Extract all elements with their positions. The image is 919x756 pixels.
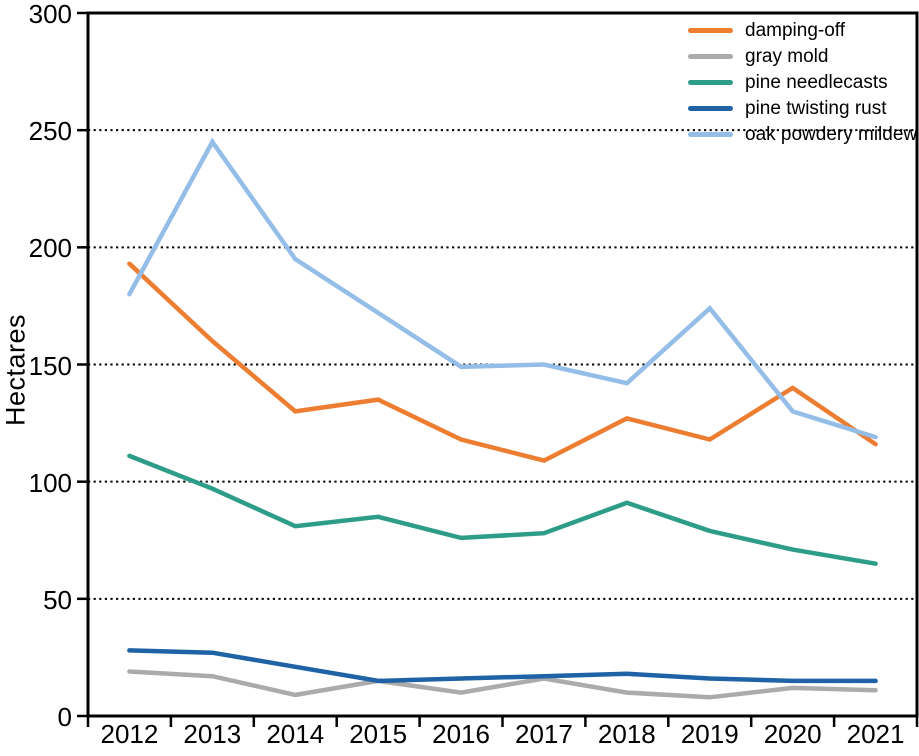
legend-label: oak powdery mildew [745,123,918,145]
series-line-pine-twisting-rust [127,648,878,684]
x-tick-label: 2015 [349,719,408,749]
series-line-oak-powdery-mildew [127,137,878,440]
legend-item: pine twisting rust [688,95,917,121]
legend: damping-off gray mold pine needlecasts pine… [688,17,917,147]
x-tick-label: 2016 [432,719,490,749]
y-tick-label: 200 [28,233,72,264]
legend-line-swatch [688,27,733,33]
x-tick-label: 2014 [266,719,325,749]
y-tick-label: 100 [28,467,72,498]
x-tick-label: 2012 [100,719,159,749]
x-tick-label: 2021 [846,719,905,749]
legend-label: pine twisting rust [745,97,887,119]
y-tick-label: 300 [28,0,72,29]
legend-line-swatch [688,53,733,59]
legend-item: oak powdery mildew [688,121,917,147]
y-tick-label: 250 [28,116,72,147]
legend-line-swatch [688,79,733,85]
series-line-damping-off [127,261,878,463]
y-tick-label: 150 [28,350,72,381]
x-tick-label: 2020 [763,719,822,749]
legend-item: damping-off [688,17,917,43]
legend-label: damping-off [745,19,845,41]
series-line-pine-needlecasts [127,453,878,566]
x-tick-label: 2017 [515,719,573,749]
y-tick-label: 50 [43,584,72,615]
series-line-gray-mold [127,669,878,700]
legend-label: gray mold [745,45,829,67]
legend-item: pine needlecasts [688,69,917,95]
legend-item: gray mold [688,43,917,69]
legend-line-swatch [688,105,733,111]
x-tick-label: 2019 [680,719,739,749]
x-tick-label: 2013 [183,719,242,749]
legend-label: pine needlecasts [745,71,888,93]
x-tick-label: 2018 [597,719,656,749]
legend-line-swatch [688,131,733,137]
y-tick-label: 0 [57,702,72,732]
